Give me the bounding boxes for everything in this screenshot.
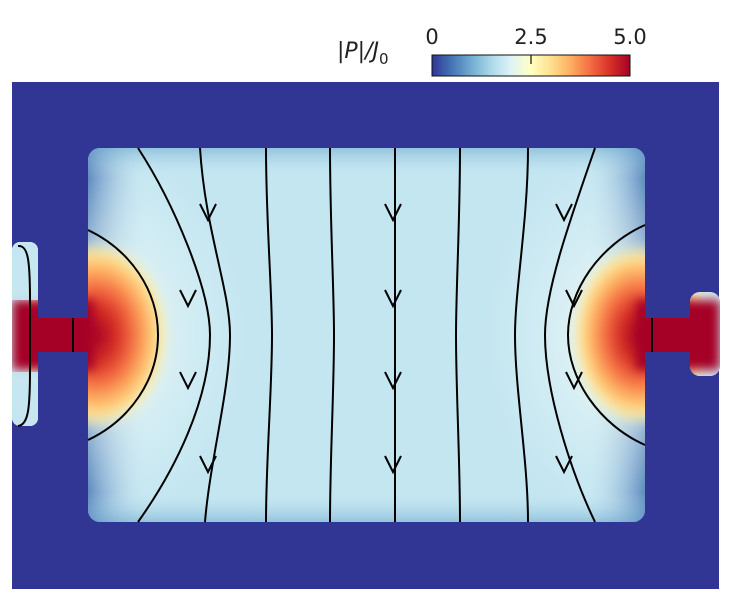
edge-fade-top [88,148,645,178]
arrow [555,203,573,223]
arrow [384,203,402,223]
arrow [384,371,402,391]
arrow [565,371,583,391]
streamline-7 [513,147,529,523]
colorbar-label: |P|/J0 [337,39,389,68]
arrow [179,289,197,309]
colorbar-tick-label: 2.5 [514,25,547,49]
streamline-1 [137,147,212,523]
arrow [555,455,573,475]
streamline-10 [566,224,646,446]
colorbar-tick-label: 5.0 [613,25,646,49]
streamline-9 [87,229,160,441]
arrowheads [179,203,583,475]
streamline-11 [17,245,31,427]
colorbar: |P|/J0 0 2.5 5.0 [337,25,647,77]
colorbar-tick-label: 0 [425,25,438,49]
arrow [199,455,217,475]
arrow [565,289,583,309]
arrow [384,455,402,475]
arrow [199,203,217,223]
arrow [179,371,197,391]
heatmap-plot [12,82,720,589]
colorbar-ticks: 0 2.5 5.0 [425,25,646,49]
sample-region [12,148,720,522]
contact-left-lower [12,372,38,426]
streamline-4 [329,147,336,523]
streamline-6 [454,147,461,523]
edge-fade-bottom [88,492,645,522]
streamline-8 [543,147,596,523]
streamline-3 [265,147,274,523]
arrow [384,289,402,309]
